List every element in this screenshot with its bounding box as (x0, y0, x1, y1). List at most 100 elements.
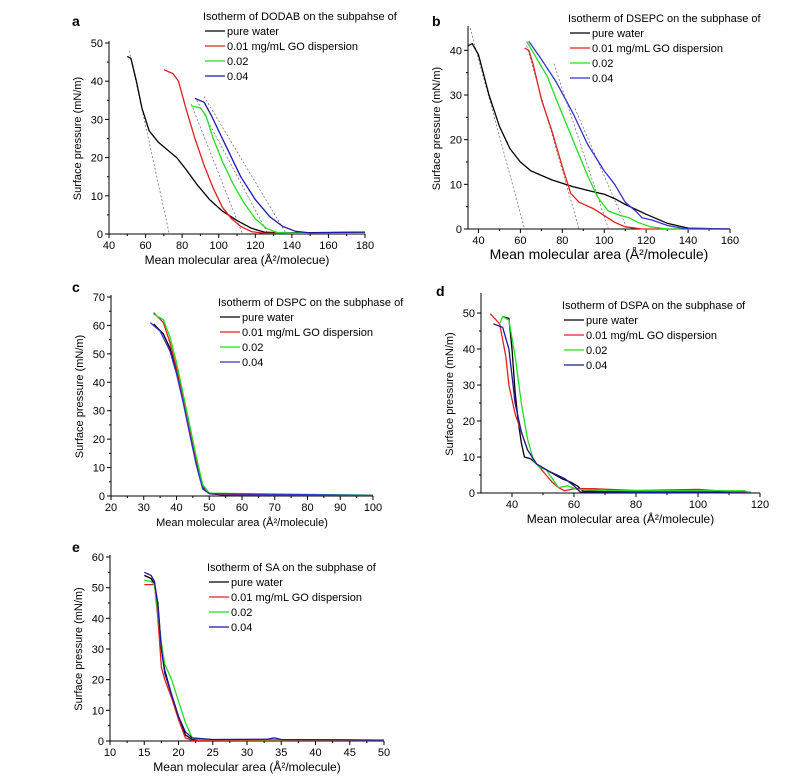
y-tick-label: 70 (93, 292, 105, 304)
legend-entry: 0.02 (586, 345, 607, 357)
legend-entry: pure water (586, 315, 638, 327)
x-tick-label: 80 (556, 235, 568, 247)
legend-entry: 0.04 (592, 73, 613, 85)
x-tick-label: 20 (105, 502, 117, 514)
y-tick-label: 10 (91, 191, 103, 203)
x-axis-label: Mean molecular area (Å²/molecue) (145, 252, 330, 267)
legend-entry: pure water (231, 577, 283, 589)
panel-label: a (72, 13, 80, 29)
y-tick-label: 50 (92, 583, 104, 595)
y-tick-label: 20 (92, 675, 104, 687)
x-tick-label: 60 (139, 240, 151, 252)
y-tick-label: 20 (93, 434, 105, 446)
x-tick-label: 100 (689, 499, 707, 511)
tangent-line (553, 63, 609, 230)
x-tick-label: 100 (595, 235, 613, 247)
series-line (467, 42, 731, 230)
series-line (144, 571, 385, 741)
y-tick-label: 60 (92, 552, 104, 564)
legend-entry: 0.01 mg/mL GO dispersion (231, 592, 362, 604)
y-tick-label: 60 (93, 320, 105, 332)
x-tick-label: 100 (364, 502, 382, 514)
x-tick-label: 70 (269, 502, 281, 514)
y-tick-label: 50 (463, 308, 475, 320)
tangent-line (469, 27, 525, 230)
legend-entry: pure water (242, 312, 294, 324)
y-tick-label: 30 (450, 90, 462, 102)
x-tick-label: 30 (138, 502, 150, 514)
legend-entry: 0.02 (227, 56, 248, 68)
x-tick-label: 40 (309, 747, 321, 759)
y-tick-label: 50 (91, 38, 103, 50)
x-tick-label: 45 (344, 747, 356, 759)
x-tick-label: 140 (679, 235, 697, 247)
y-tick-label: 0 (99, 491, 105, 503)
legend-entry: 0.04 (231, 622, 252, 634)
series-line (528, 41, 731, 230)
tangent-line (190, 103, 243, 235)
y-tick-label: 0 (98, 736, 104, 748)
legend-entry: 0.01 mg/mL GO dispersion (586, 330, 717, 342)
y-tick-label: 10 (450, 179, 462, 191)
x-tick-label: 80 (176, 240, 188, 252)
legend-title: Isotherm of SA on the subphase of (207, 562, 377, 574)
legend: Isotherm of DSPC on the subphase of pure … (218, 297, 404, 369)
y-axis-label: Surface pressure (mN/m) (73, 587, 85, 710)
legend: Isotherm of DSEPC on the subphase of pure… (568, 13, 762, 85)
series-line (153, 312, 374, 497)
x-tick-label: 60 (568, 499, 580, 511)
tangent-line (574, 108, 628, 230)
series-line (163, 69, 365, 234)
y-tick-label: 0 (469, 488, 475, 500)
legend-title: Isotherm of DSEPC on the subphase of (568, 13, 762, 25)
legend-entry: 0.01 mg/mL GO dispersion (242, 327, 373, 339)
series-line (191, 105, 365, 234)
x-tick-label: 180 (356, 240, 374, 252)
x-tick-label: 60 (236, 502, 248, 514)
y-tick-label: 10 (463, 452, 475, 464)
y-tick-label: 30 (91, 114, 103, 126)
x-tick-label: 140 (283, 240, 301, 252)
x-tick-label: 50 (203, 502, 215, 514)
x-axis-label: Mean molecular area (Å²/molecule) (527, 511, 714, 526)
series-line (489, 313, 751, 494)
y-tick-label: 50 (93, 349, 105, 361)
y-tick-label: 40 (93, 377, 105, 389)
legend-title: Isotherm of DSPC on the subphase of (218, 297, 404, 309)
x-tick-label: 50 (378, 747, 390, 759)
legend-title: Isotherm of DODAB on the subpahse of (203, 11, 398, 23)
y-tick-label: 40 (91, 76, 103, 88)
x-tick-label: 120 (246, 240, 264, 252)
panel-label: b (432, 13, 441, 29)
y-tick-label: 30 (463, 380, 475, 392)
panel-label: d (436, 283, 445, 299)
x-tick-label: 40 (506, 499, 518, 511)
legend-entry: 0.04 (586, 360, 607, 372)
series-line (153, 313, 374, 496)
series-line (526, 41, 730, 230)
x-axis-label: Mean molecular area (Å²/molecule) (153, 759, 340, 774)
x-axis-label: Mean molecular area (Å²/molecule) (156, 516, 328, 529)
y-axis-label: Surface pressure (mN/m) (74, 335, 86, 458)
series-line (194, 97, 366, 234)
chart-panel-d: d 40 60 80 100 120 0 10 20 30 40 50 Mean molecular a… (436, 283, 769, 526)
x-tick-label: 80 (301, 502, 313, 514)
legend-entry: pure water (227, 26, 279, 38)
panel-label: e (72, 539, 80, 555)
legend: Isotherm of DSPA on the subphase of pure … (562, 300, 746, 372)
legend-entry: 0.04 (242, 357, 263, 369)
x-tick-label: 35 (275, 747, 287, 759)
series-line (493, 323, 751, 494)
x-axis-label: Mean molecular area (Å²/molecule) (490, 246, 709, 262)
x-tick-label: 25 (207, 747, 219, 759)
series-line (524, 47, 730, 230)
x-tick-label: 40 (472, 235, 484, 247)
x-tick-label: 160 (721, 235, 739, 247)
tangent-line (203, 96, 287, 235)
legend-entry: 0.01 mg/mL GO dispersion (592, 43, 723, 55)
x-tick-label: 10 (104, 747, 116, 759)
legend-entry: 0.01 mg/mL GO dispersion (227, 41, 358, 53)
y-tick-label: 0 (456, 224, 462, 236)
